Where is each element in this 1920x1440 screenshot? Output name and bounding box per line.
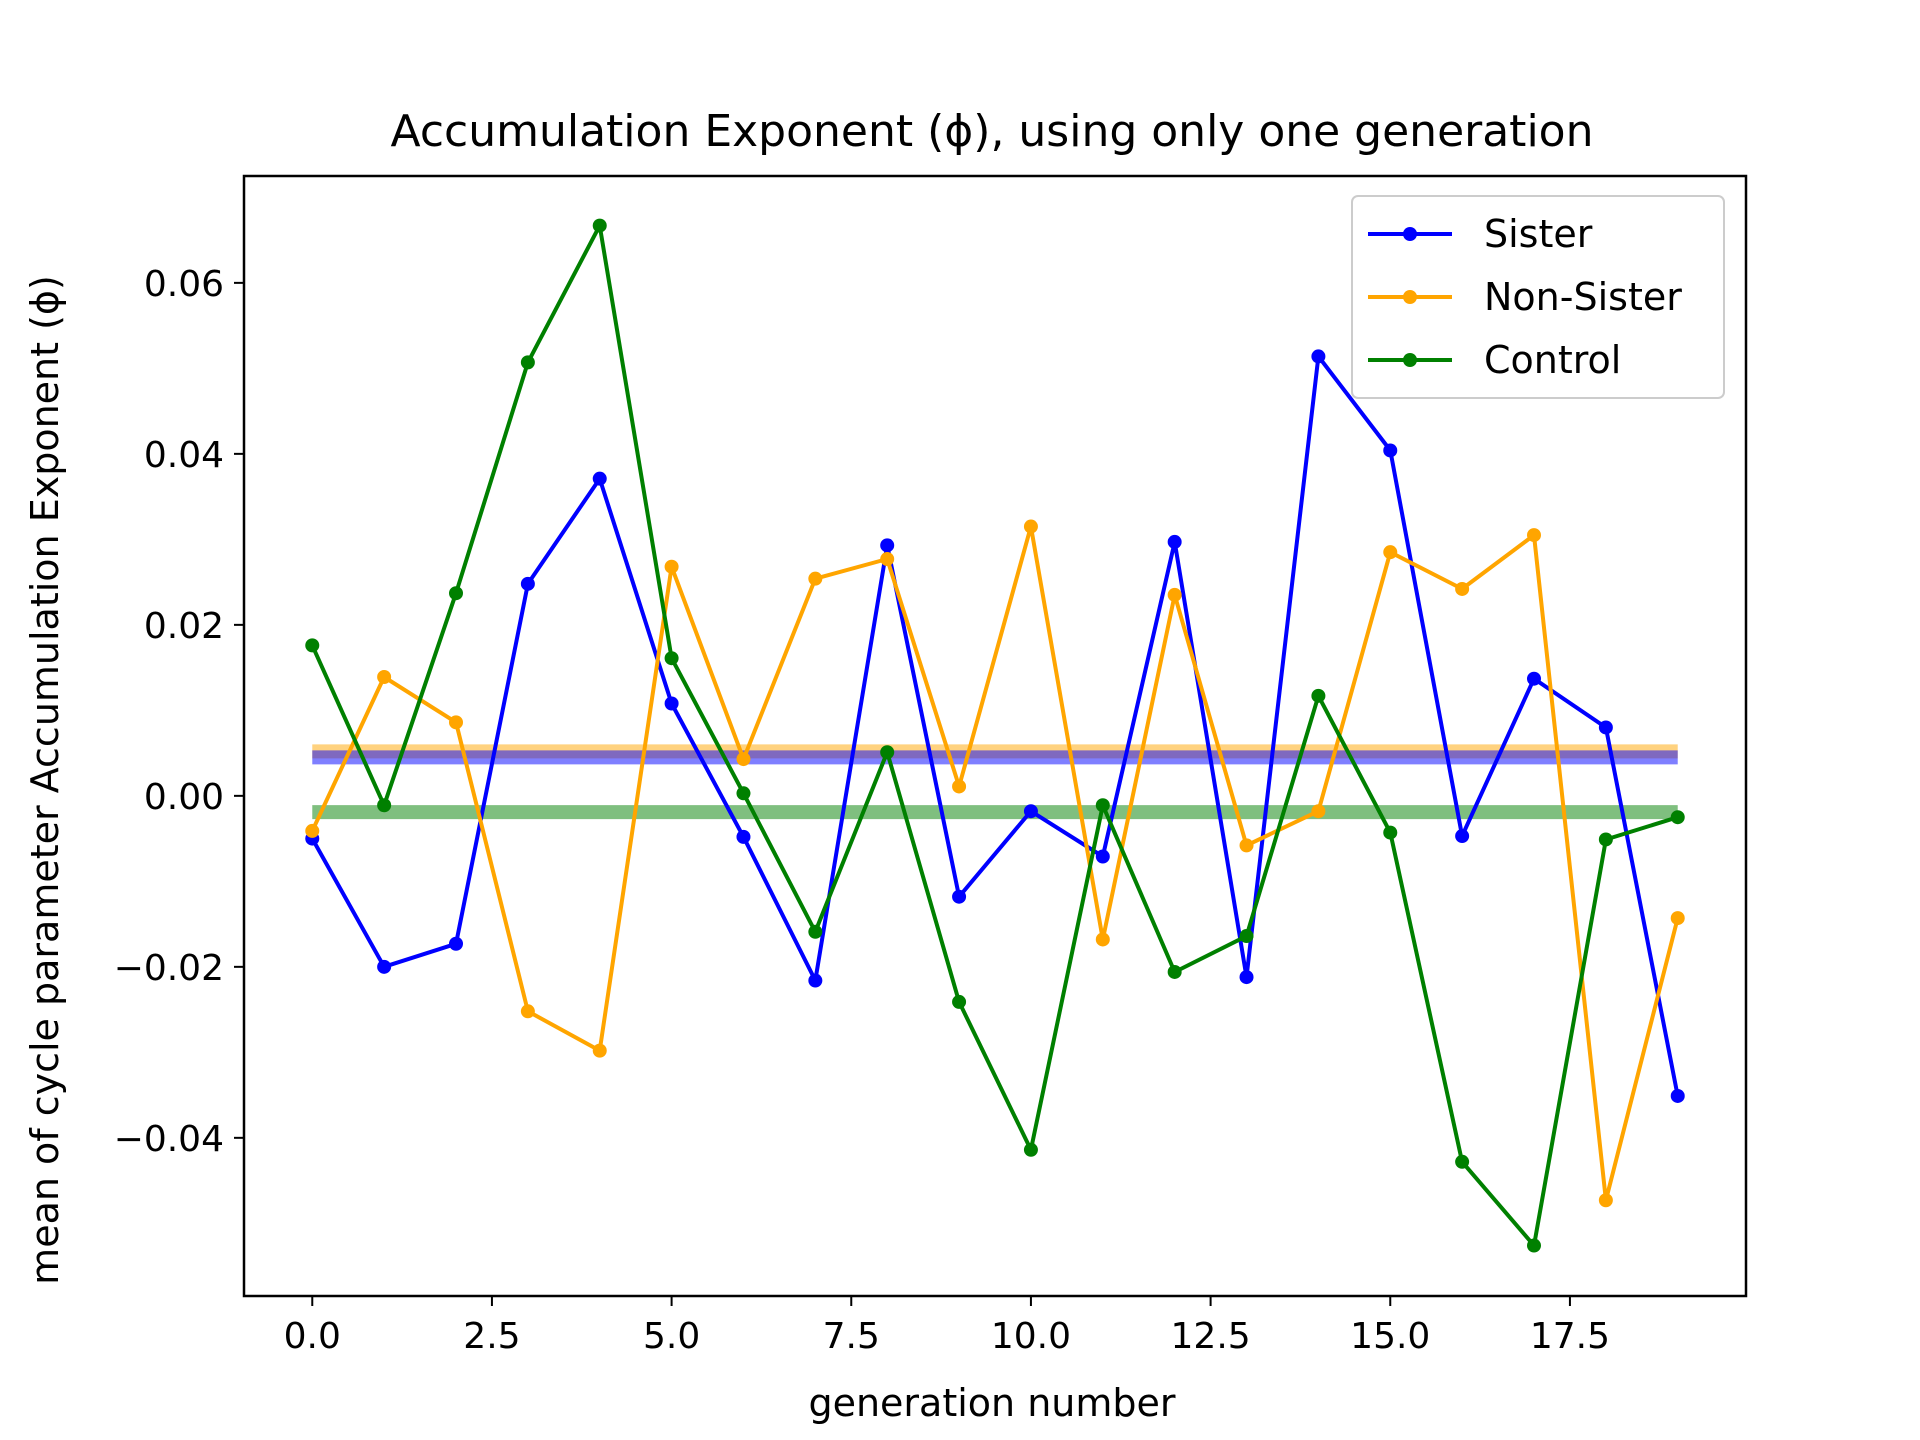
data-point-non-sister-15 (1383, 545, 1398, 560)
data-point-non-sister-19 (1670, 911, 1685, 926)
data-point-control-17 (1526, 1238, 1541, 1253)
data-point-non-sister-16 (1455, 581, 1470, 596)
data-point-sister-1 (377, 959, 392, 974)
data-point-non-sister-9 (952, 779, 967, 794)
legend-label-non-sister: Non-Sister (1484, 275, 1682, 319)
data-point-sister-4 (592, 471, 607, 486)
x-tick-label: 17.5 (1530, 1316, 1610, 1357)
data-point-sister-17 (1526, 671, 1541, 686)
x-tick-label: 12.5 (1171, 1316, 1251, 1357)
y-tick-label: 0.04 (144, 435, 224, 476)
data-point-control-8 (880, 745, 895, 760)
data-point-control-6 (736, 786, 751, 801)
data-point-non-sister-18 (1598, 1193, 1613, 1208)
x-tick-label: 5.0 (643, 1316, 700, 1357)
data-point-sister-18 (1598, 720, 1613, 735)
data-point-control-9 (952, 994, 967, 1009)
data-point-non-sister-13 (1239, 838, 1254, 853)
data-point-control-16 (1455, 1154, 1470, 1169)
data-point-non-sister-3 (520, 1004, 535, 1019)
data-point-sister-2 (449, 936, 464, 951)
data-point-non-sister-4 (592, 1043, 607, 1058)
data-point-non-sister-0 (305, 823, 320, 838)
data-point-control-15 (1383, 825, 1398, 840)
legend-label-control: Control (1484, 338, 1621, 382)
data-point-sister-3 (520, 576, 535, 591)
data-point-non-sister-10 (1023, 519, 1038, 534)
data-point-sister-10 (1023, 804, 1038, 819)
data-point-control-1 (377, 798, 392, 813)
legend-marker-control (1403, 353, 1417, 367)
plot-frame (242, 174, 1748, 1298)
data-point-control-2 (449, 586, 464, 601)
legend-box (1351, 195, 1725, 399)
data-point-control-4 (592, 218, 607, 233)
data-point-control-3 (520, 355, 535, 370)
series-line-sister (310, 354, 1680, 1097)
y-tick-label: −0.02 (114, 948, 224, 989)
data-point-non-sister-1 (377, 670, 392, 685)
data-point-non-sister-14 (1311, 804, 1326, 819)
data-point-sister-16 (1455, 829, 1470, 844)
y-tick-label: 0.06 (144, 264, 224, 305)
data-point-non-sister-17 (1526, 528, 1541, 543)
legend-marker-sister (1403, 227, 1417, 241)
y-tick-label: 0.02 (144, 606, 224, 647)
x-tick-label: 0.0 (284, 1316, 341, 1357)
data-point-control-12 (1167, 964, 1182, 979)
series-line-non-sister (310, 524, 1680, 1203)
data-point-sister-13 (1239, 970, 1254, 985)
y-tick-label: 0.00 (144, 777, 224, 818)
data-point-sister-6 (736, 829, 751, 844)
data-point-sister-14 (1311, 349, 1326, 364)
legend-label-sister: Sister (1484, 212, 1593, 256)
legend: Sister Non-Sister Control (1351, 195, 1725, 399)
data-point-sister-8 (880, 538, 895, 553)
data-point-non-sister-8 (880, 552, 895, 567)
series-line-control (310, 223, 1679, 1248)
plot-area: 0.0 2.5 5.0 7.5 10.0 12.5 15.0 17.5 −0.04 −0.02 0.… (114, 174, 1748, 1357)
data-point-sister-11 (1095, 849, 1110, 864)
data-point-non-sister-12 (1167, 587, 1182, 602)
data-point-sister-5 (664, 696, 679, 711)
data-point-control-19 (1670, 810, 1685, 825)
data-point-control-0 (305, 638, 320, 653)
x-tick-label: 10.0 (991, 1316, 1071, 1357)
data-point-control-13 (1239, 929, 1254, 944)
data-point-control-10 (1023, 1142, 1038, 1157)
data-point-non-sister-11 (1095, 932, 1110, 947)
chart-title: Accumulation Exponent (ϕ), using only on… (391, 106, 1594, 157)
data-point-sister-7 (808, 973, 823, 988)
x-axis-label: generation number (808, 1381, 1175, 1425)
data-point-non-sister-5 (664, 559, 679, 574)
x-tick-label: 7.5 (823, 1316, 880, 1357)
data-point-control-11 (1095, 798, 1110, 813)
data-point-sister-12 (1167, 534, 1182, 549)
data-point-control-7 (808, 924, 823, 939)
data-point-non-sister-2 (449, 715, 464, 730)
legend-marker-non-sister (1403, 290, 1417, 304)
data-point-sister-15 (1383, 443, 1398, 458)
data-point-non-sister-6 (736, 752, 751, 767)
y-axis-label: mean of cycle parameter Accumulation Exp… (23, 275, 67, 1285)
x-tick-label: 15.0 (1350, 1316, 1430, 1357)
data-point-control-18 (1598, 832, 1613, 847)
data-point-control-5 (664, 651, 679, 666)
data-point-sister-19 (1670, 1088, 1685, 1103)
data-point-control-14 (1311, 688, 1326, 703)
y-tick-label: −0.04 (114, 1119, 224, 1160)
data-point-non-sister-7 (808, 571, 823, 586)
data-point-sister-9 (952, 889, 967, 904)
x-tick-label: 2.5 (463, 1316, 520, 1357)
